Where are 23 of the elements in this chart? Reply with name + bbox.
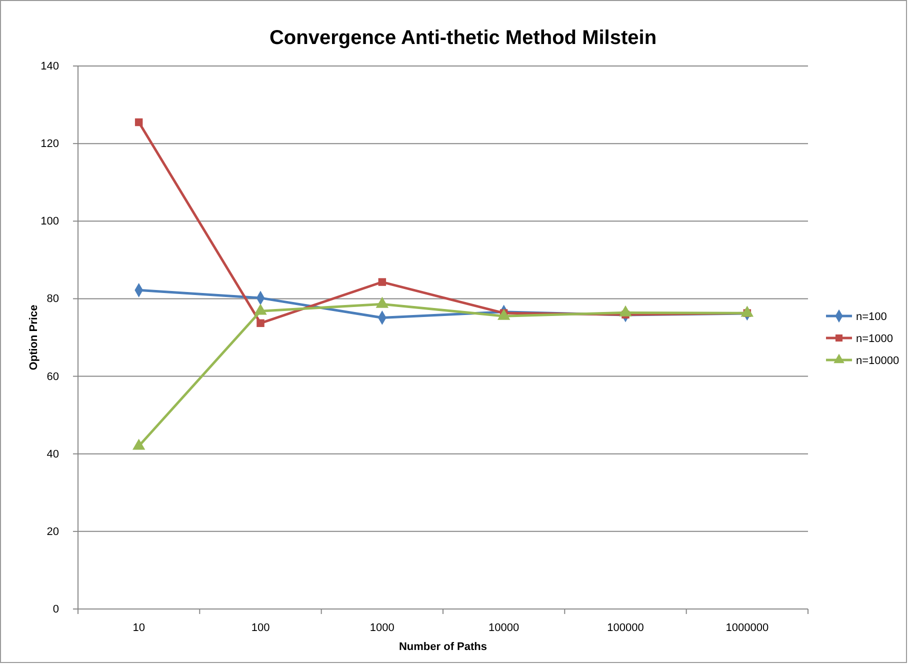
- x-axis-title: Number of Paths: [398, 641, 488, 653]
- chart-title: Convergence Anti-thetic Method Milstein: [269, 27, 657, 49]
- y-tick-label: 80: [46, 293, 59, 306]
- x-tick-label: 1000000: [726, 622, 769, 634]
- legend-label: n=100: [856, 311, 887, 323]
- legend-label: n=10000: [856, 355, 900, 367]
- legend-label: n=1000: [856, 333, 894, 345]
- y-axis-title: Option Price: [28, 304, 40, 370]
- y-tick-label: 20: [46, 526, 59, 538]
- y-tick-label: 40: [46, 448, 59, 460]
- point: [378, 278, 386, 286]
- x-tick-label: 100: [251, 622, 270, 634]
- x-tick-label: 10: [132, 622, 145, 634]
- x-tick-label: 1000: [370, 622, 394, 634]
- x-tick-label: 100000: [607, 622, 644, 634]
- x-tick-label: 10000: [488, 622, 520, 634]
- y-tick-label: 120: [40, 138, 59, 150]
- point: [256, 319, 264, 328]
- point: [134, 118, 143, 126]
- y-tick-label: 100: [40, 216, 59, 228]
- y-tick-label: 60: [46, 370, 59, 383]
- y-tick-label: 140: [40, 60, 59, 73]
- y-tick-label: 0: [52, 604, 59, 616]
